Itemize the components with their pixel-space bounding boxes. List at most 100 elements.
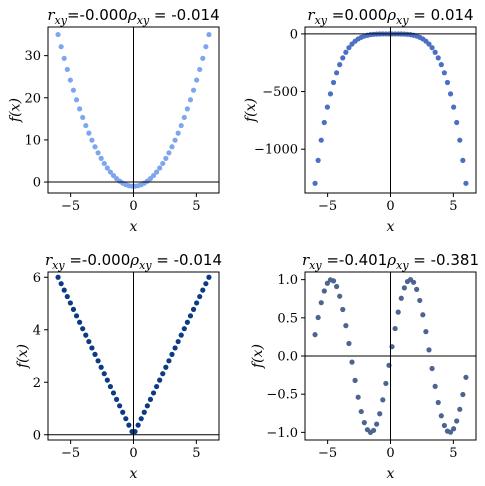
- data-point: [104, 377, 110, 383]
- y-tick-label: 0.5: [277, 311, 298, 326]
- data-point: [169, 351, 175, 357]
- y-tick-label: 0: [290, 27, 298, 42]
- data-point: [190, 87, 197, 93]
- data-point: [147, 396, 154, 402]
- data-point: [163, 364, 169, 370]
- data-point: [438, 62, 444, 68]
- y-tick-label: 6: [33, 271, 41, 286]
- data-point: [101, 371, 107, 377]
- y-axis-label: f(x): [15, 344, 31, 369]
- points: [55, 31, 212, 189]
- data-point: [383, 380, 389, 387]
- data-point: [153, 169, 160, 175]
- data-point: [361, 420, 367, 426]
- data-point: [107, 383, 114, 390]
- data-point: [374, 421, 380, 427]
- data-point: [392, 325, 398, 332]
- data-point: [426, 347, 432, 353]
- x-tick-label: −5: [318, 199, 337, 214]
- data-point: [120, 409, 126, 415]
- data-point: [327, 91, 334, 97]
- data-point: [463, 374, 469, 380]
- data-point: [349, 359, 355, 365]
- data-point: [346, 340, 352, 347]
- data-point: [200, 287, 206, 293]
- subplot-title: rxy =0.000ρxy = 0.014: [307, 6, 473, 27]
- data-point: [150, 172, 157, 179]
- data-point: [206, 31, 212, 38]
- x-tick-label: 0: [386, 446, 394, 461]
- data-point: [337, 62, 343, 68]
- data-point: [98, 155, 104, 161]
- x-tick-label: 5: [449, 446, 457, 461]
- data-point: [187, 313, 194, 319]
- y-tick-label: 20: [24, 91, 41, 106]
- data-point: [380, 397, 386, 403]
- data-point: [163, 155, 169, 161]
- data-point: [77, 319, 83, 325]
- subplot-4: −5 0 5 1.0 0.5 0.0 −0.5 −1.0 x f(x) rxy =-0.401ρxy…: [250, 251, 479, 482]
- y-tick-label: 4: [33, 323, 41, 338]
- data-point: [429, 365, 435, 372]
- data-point: [113, 396, 120, 402]
- data-point: [67, 300, 73, 306]
- y-axis-label: f(x): [243, 98, 259, 123]
- data-point: [457, 406, 463, 412]
- data-point: [160, 160, 166, 167]
- data-point: [398, 295, 404, 301]
- data-point: [197, 293, 203, 300]
- data-point: [447, 91, 454, 97]
- data-point: [432, 383, 438, 389]
- data-point: [340, 55, 346, 61]
- data-point: [138, 416, 144, 422]
- data-point: [83, 332, 89, 338]
- data-point: [157, 165, 163, 171]
- x-axis-label: x: [387, 466, 395, 482]
- data-point: [58, 281, 64, 287]
- data-point: [330, 278, 337, 284]
- data-point: [312, 180, 318, 186]
- data-point: [358, 408, 364, 415]
- x-axis-label: x: [387, 219, 395, 235]
- y-tick-label: 0.0: [277, 350, 298, 365]
- data-point: [401, 285, 407, 291]
- data-point: [203, 281, 209, 287]
- data-point: [107, 169, 114, 175]
- x-tick-label: 5: [449, 199, 457, 214]
- data-point: [80, 114, 86, 121]
- subplot-1: −5 0 5 0 10 20 30 x f(x) rxy=-0.000ρxy = -0.014: [8, 6, 220, 235]
- y-tick-label: 10: [24, 133, 41, 148]
- x-tick-label: −5: [61, 199, 80, 214]
- data-point: [315, 157, 321, 163]
- data-point: [175, 338, 181, 345]
- data-point: [318, 137, 324, 143]
- x-tick-label: 0: [386, 199, 394, 214]
- data-point: [172, 137, 178, 143]
- x-tick-label: 0: [129, 199, 137, 214]
- data-point: [172, 345, 178, 351]
- data-point: [194, 300, 200, 306]
- data-point: [58, 44, 64, 50]
- data-point: [181, 114, 187, 121]
- data-point: [324, 104, 330, 110]
- data-point: [89, 137, 95, 143]
- subplot-title: rxy=-0.000ρxy = -0.014: [47, 6, 219, 27]
- data-point: [73, 313, 80, 319]
- data-point: [460, 391, 466, 398]
- data-point: [454, 418, 460, 424]
- data-point: [141, 409, 147, 415]
- data-point: [95, 150, 101, 156]
- data-point: [181, 326, 187, 332]
- data-point: [110, 390, 117, 396]
- data-point: [324, 280, 330, 286]
- data-point: [67, 77, 73, 83]
- y-tick-label: 0: [33, 428, 41, 443]
- data-point: [123, 416, 129, 422]
- data-point: [206, 274, 212, 280]
- y-tick-label: 0: [33, 176, 41, 191]
- x-tick-label: 0: [129, 446, 137, 461]
- y-tick-label: −500: [262, 85, 298, 100]
- data-point: [315, 314, 321, 321]
- data-point: [101, 160, 107, 167]
- data-point: [432, 49, 438, 55]
